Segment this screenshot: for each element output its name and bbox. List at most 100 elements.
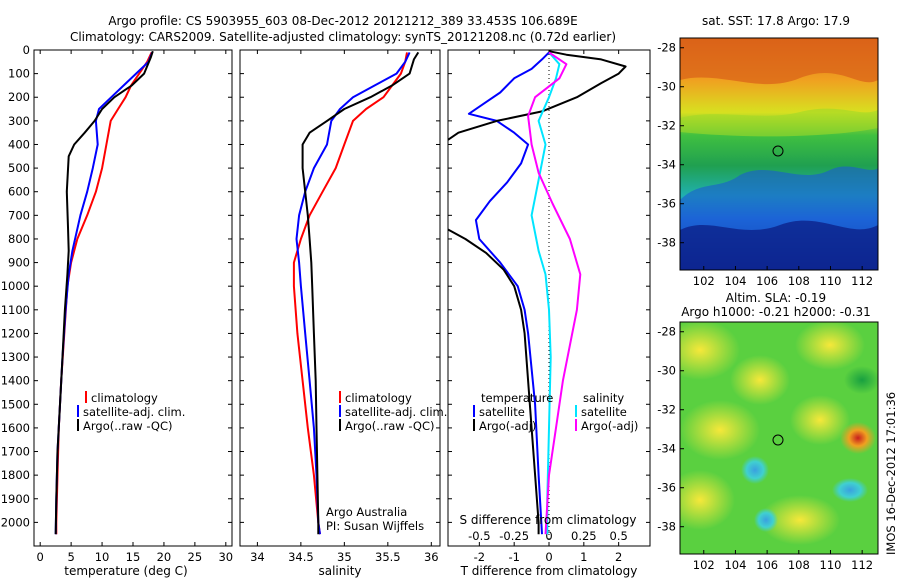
series-line-temperature-argo-adj-	[448, 50, 627, 141]
series-line-temperature-argo-adj-deep	[448, 228, 540, 535]
y-tick-label: -34	[657, 442, 676, 456]
series-line-climatology	[292, 52, 408, 535]
sla-map-panel: Altim. SLA: -0.19 Argo h1000: -0.21 h200…	[657, 291, 879, 572]
x-tick-label: 25	[188, 550, 203, 564]
legend-label-satellite: satellite-adj. clim.	[83, 405, 185, 419]
x-tick-label: 10	[95, 550, 110, 564]
y-tick-label: -38	[657, 236, 676, 250]
sla-high-blob	[680, 400, 760, 460]
difference-x2label: S difference from climatology	[460, 513, 637, 527]
x-tick-label: -2	[474, 550, 485, 564]
annotation-argo-australia: Argo Australia	[326, 505, 407, 519]
sla-high-blob	[680, 470, 735, 530]
legend-label-temp-satellite: satellite	[479, 405, 525, 419]
x-tick-label: 112	[851, 558, 873, 572]
legend-label-satellite: satellite-adj. clim.	[345, 405, 447, 419]
x-tick-label: 104	[724, 274, 746, 288]
sst-cold-patch	[680, 220, 878, 270]
difference-depth-ticks	[448, 49, 650, 523]
figure-title-line1: Argo profile: CS 5903955_603 08-Dec-2012…	[108, 14, 577, 28]
legend-label-climatology: climatology	[91, 391, 158, 405]
legend-label-argo: Argo(..raw -QC)	[83, 419, 173, 433]
depth-axis: 0 100 200 300 400 500 600 700 800 900 1000 1100 1200…	[1, 43, 232, 529]
legend-title-temperature: temperature	[481, 391, 553, 405]
sla-low-blob	[741, 456, 769, 484]
x2-tick-label: 0.25	[571, 529, 597, 543]
salinity-xlabel: salinity	[318, 564, 361, 578]
y-tick-label: 300	[8, 114, 30, 128]
y-tick-label: 1400	[1, 374, 30, 388]
series-line-satellite-adj-clim-	[295, 51, 411, 535]
sla-map-title-line1: Altim. SLA: -0.19	[726, 291, 826, 305]
figure-title-line2: Climatology: CARS2009. Satellite-adjuste…	[70, 30, 616, 44]
sla-low-blob	[754, 508, 778, 532]
x-tick-label: 34.5	[288, 550, 314, 564]
legend-label-salt-satellite: satellite	[581, 405, 627, 419]
x-tick-label: 110	[820, 558, 842, 572]
series-line-argo-raw-qc-	[301, 51, 420, 535]
y-tick-label: -38	[657, 520, 676, 534]
x-tick-label: -1	[508, 550, 519, 564]
difference-series	[448, 50, 627, 535]
sla-high-blob	[680, 322, 740, 380]
argo-location-marker	[772, 145, 784, 157]
y-tick-label: -36	[657, 197, 676, 211]
sla-map-title-line2: Argo h1000: -0.21 h2000: -0.31	[681, 305, 871, 319]
sla-peak-blob	[840, 422, 876, 454]
x-tick-label: 35.5	[375, 550, 401, 564]
x-tick-label: 20	[157, 550, 172, 564]
sla-high-blob	[730, 355, 790, 405]
annotation-pi-name: PI: Susan Wijffels	[326, 519, 424, 533]
sla-low-blob	[832, 478, 868, 502]
x2-tick-label: -0.25	[499, 529, 529, 543]
x-tick-label: 106	[756, 558, 778, 572]
x-tick-label: 102	[693, 558, 715, 572]
x2-tick-label: -0.5	[468, 529, 490, 543]
salinity-legend: climatology satellite-adj. clim. Argo(..…	[339, 391, 447, 433]
y-tick-label: 1800	[1, 468, 30, 482]
y-tick-label: -28	[657, 41, 676, 55]
x-tick-label: 106	[756, 274, 778, 288]
y-tick-label: 1900	[1, 492, 30, 506]
salinity-x-axis: 34 34.5 35 35.5 36	[250, 50, 439, 564]
temperature-x-axis: 0 5 10 15 20 25 30	[37, 50, 233, 564]
y-tick-label: 900	[8, 256, 30, 270]
argo-location-marker	[772, 434, 784, 446]
sla-high-blob	[795, 322, 865, 370]
salinity-depth-ticks	[240, 49, 440, 523]
temperature-panel: 0100200300400500600700800900100011001200…	[1, 43, 233, 578]
x-tick-label: 5	[67, 550, 74, 564]
y-tick-label: 800	[8, 232, 30, 246]
temperature-legend: climatology satellite-adj. clim. Argo(..…	[77, 391, 185, 433]
salinity-axes-frame	[239, 49, 441, 547]
y-tick-label: -32	[657, 119, 676, 133]
y-tick-label: 1000	[1, 279, 30, 293]
difference-panel: -2 -1 0 1 2 -0.5 -0.25 0 0.25 0.5 T difference f…	[447, 49, 651, 578]
salinity-series	[292, 51, 420, 535]
x-tick-label: 30	[218, 550, 233, 564]
y-tick-label: 2000	[1, 515, 30, 529]
sst-field	[680, 38, 878, 270]
sla-longitude-axis: 102 104 106 108 110 112	[693, 550, 873, 572]
x-tick-label: 110	[820, 274, 842, 288]
sst-longitude-axis: 102 104 106 108 110 112	[693, 266, 873, 288]
x2-tick-label: 0	[545, 529, 552, 543]
series-line-salinity-argo-adj-	[527, 51, 582, 535]
x-tick-label: 2	[615, 550, 622, 564]
x-tick-label: 104	[724, 558, 746, 572]
sst-map-panel: sat. SST: 17.8 Argo: 17.9 102 104 106 108 11…	[657, 14, 879, 288]
x-tick-label: 36	[424, 550, 439, 564]
y-tick-label: 700	[8, 208, 30, 222]
y-tick-label: -28	[657, 325, 676, 339]
series-line-salinity-satellite	[530, 51, 561, 535]
sla-high-blob	[760, 495, 840, 545]
x-tick-label: 35	[337, 550, 352, 564]
y-tick-label: -30	[657, 364, 676, 378]
sst-map-frame	[679, 37, 879, 271]
difference-xlabel: T difference from climatology	[460, 564, 638, 578]
y-tick-label: 1600	[1, 421, 30, 435]
salinity-panel: 34 34.5 35 35.5 36 salinity climatology sate…	[239, 49, 447, 578]
sla-latitude-axis: -28 -30 -32 -34 -36 -38	[657, 325, 684, 534]
legend-label-temp-argo: Argo(-adj)	[479, 419, 536, 433]
